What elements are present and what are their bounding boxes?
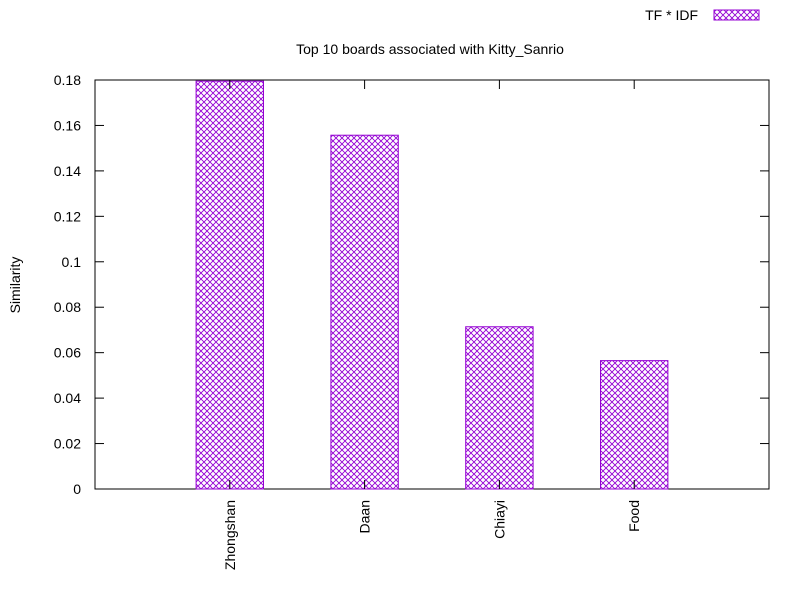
- bar-daan: [330, 134, 399, 490]
- y-axis-label: Similarity: [7, 257, 23, 314]
- y-tick-label: 0.12: [54, 208, 81, 224]
- y-tick-label: 0.18: [54, 72, 81, 88]
- chart-title: Top 10 boards associated with Kitty_Sanr…: [296, 41, 564, 57]
- x-tick-labels: Zhongshan Daan Chiayi Food: [222, 80, 642, 570]
- y-tick-label: 0.04: [54, 390, 81, 406]
- x-tick-label: Food: [626, 500, 642, 532]
- y-tick-label: 0.08: [54, 299, 81, 315]
- bars: [195, 80, 669, 490]
- y-tick-label: 0.02: [54, 436, 81, 452]
- x-tick-label: Zhongshan: [222, 500, 238, 570]
- y-tick-label: 0: [73, 481, 81, 497]
- bar-chiayi: [465, 326, 534, 490]
- y-tick-label: 0.14: [54, 163, 81, 179]
- y-tick-label: 0.16: [54, 117, 81, 133]
- bar-zhongshan: [195, 80, 265, 490]
- legend-swatch: [713, 9, 760, 21]
- y-ticks: 0 0.02 0.04 0.06 0.08 0.1 0.12 0.14 0.16 0.18: [54, 72, 769, 497]
- legend-label: TF * IDF: [645, 7, 698, 23]
- x-tick-label: Chiayi: [491, 500, 507, 539]
- plot-frame: [94, 79, 770, 490]
- y-tick-label: 0.1: [62, 254, 82, 270]
- bar-food: [600, 360, 669, 490]
- y-tick-label: 0.06: [54, 345, 81, 361]
- x-tick-label: Daan: [357, 500, 373, 533]
